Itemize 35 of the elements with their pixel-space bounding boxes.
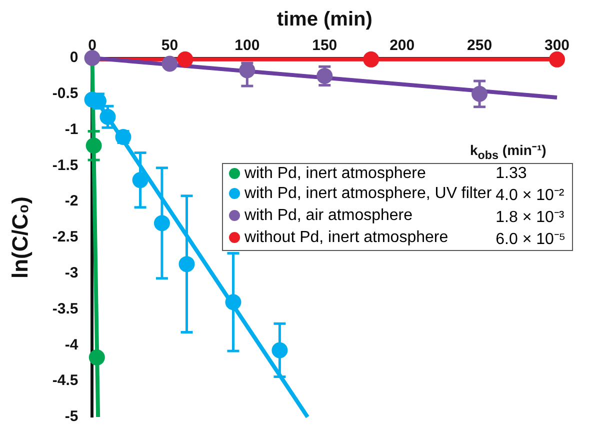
legend-label: with Pd, air atmosphere [243, 206, 414, 226]
x-tick-label: 250 [467, 37, 492, 54]
x-tick-label: 100 [234, 37, 260, 54]
y-axis-title: ln(C/C₀) [7, 196, 32, 279]
y-tick-label: 0 [70, 49, 78, 66]
annotation: 1.8 × 10⁻³ [494, 208, 566, 227]
x-tick-label: 50 [161, 37, 178, 54]
annotation: 6.0 × 10⁻⁵ [494, 230, 567, 249]
annotation: k$_{obs}$ (min⁻¹) [470, 141, 546, 162]
y-tick-label: -1 [64, 120, 78, 138]
y-tick-label: -3 [64, 264, 78, 282]
x-tick-label: 200 [390, 37, 415, 54]
y-tick-label: -2 [64, 192, 78, 210]
y-tick-label: -1.5 [52, 156, 78, 174]
y-tick-label: -4 [64, 336, 79, 354]
x-tick-label: 150 [312, 37, 338, 54]
point [84, 50, 100, 66]
y-tick-label: -4.5 [52, 372, 78, 390]
x-tick-label: 300 [544, 37, 570, 54]
x-tick-label: 0 [88, 37, 96, 54]
point [177, 51, 194, 68]
x-axis-title: time (min) [276, 8, 372, 31]
legend-label: without Pd, inert atmosphere [243, 228, 450, 248]
y-tick-label: -3.5 [52, 300, 78, 318]
point [88, 349, 105, 366]
point [549, 51, 565, 68]
annotation: 1.33 [494, 165, 528, 183]
y-tick-label: -5 [64, 408, 78, 426]
point [363, 51, 380, 68]
y-tick-label: -0.5 [52, 85, 78, 102]
y-tick-label: -2.5 [52, 228, 78, 246]
point [162, 56, 178, 72]
annotation: 4.0 × 10⁻² [494, 186, 566, 205]
legend-label: with Pd, inert atmosphere, UV filter [243, 184, 493, 204]
legend-label: with Pd, inert atmosphere [243, 165, 427, 183]
